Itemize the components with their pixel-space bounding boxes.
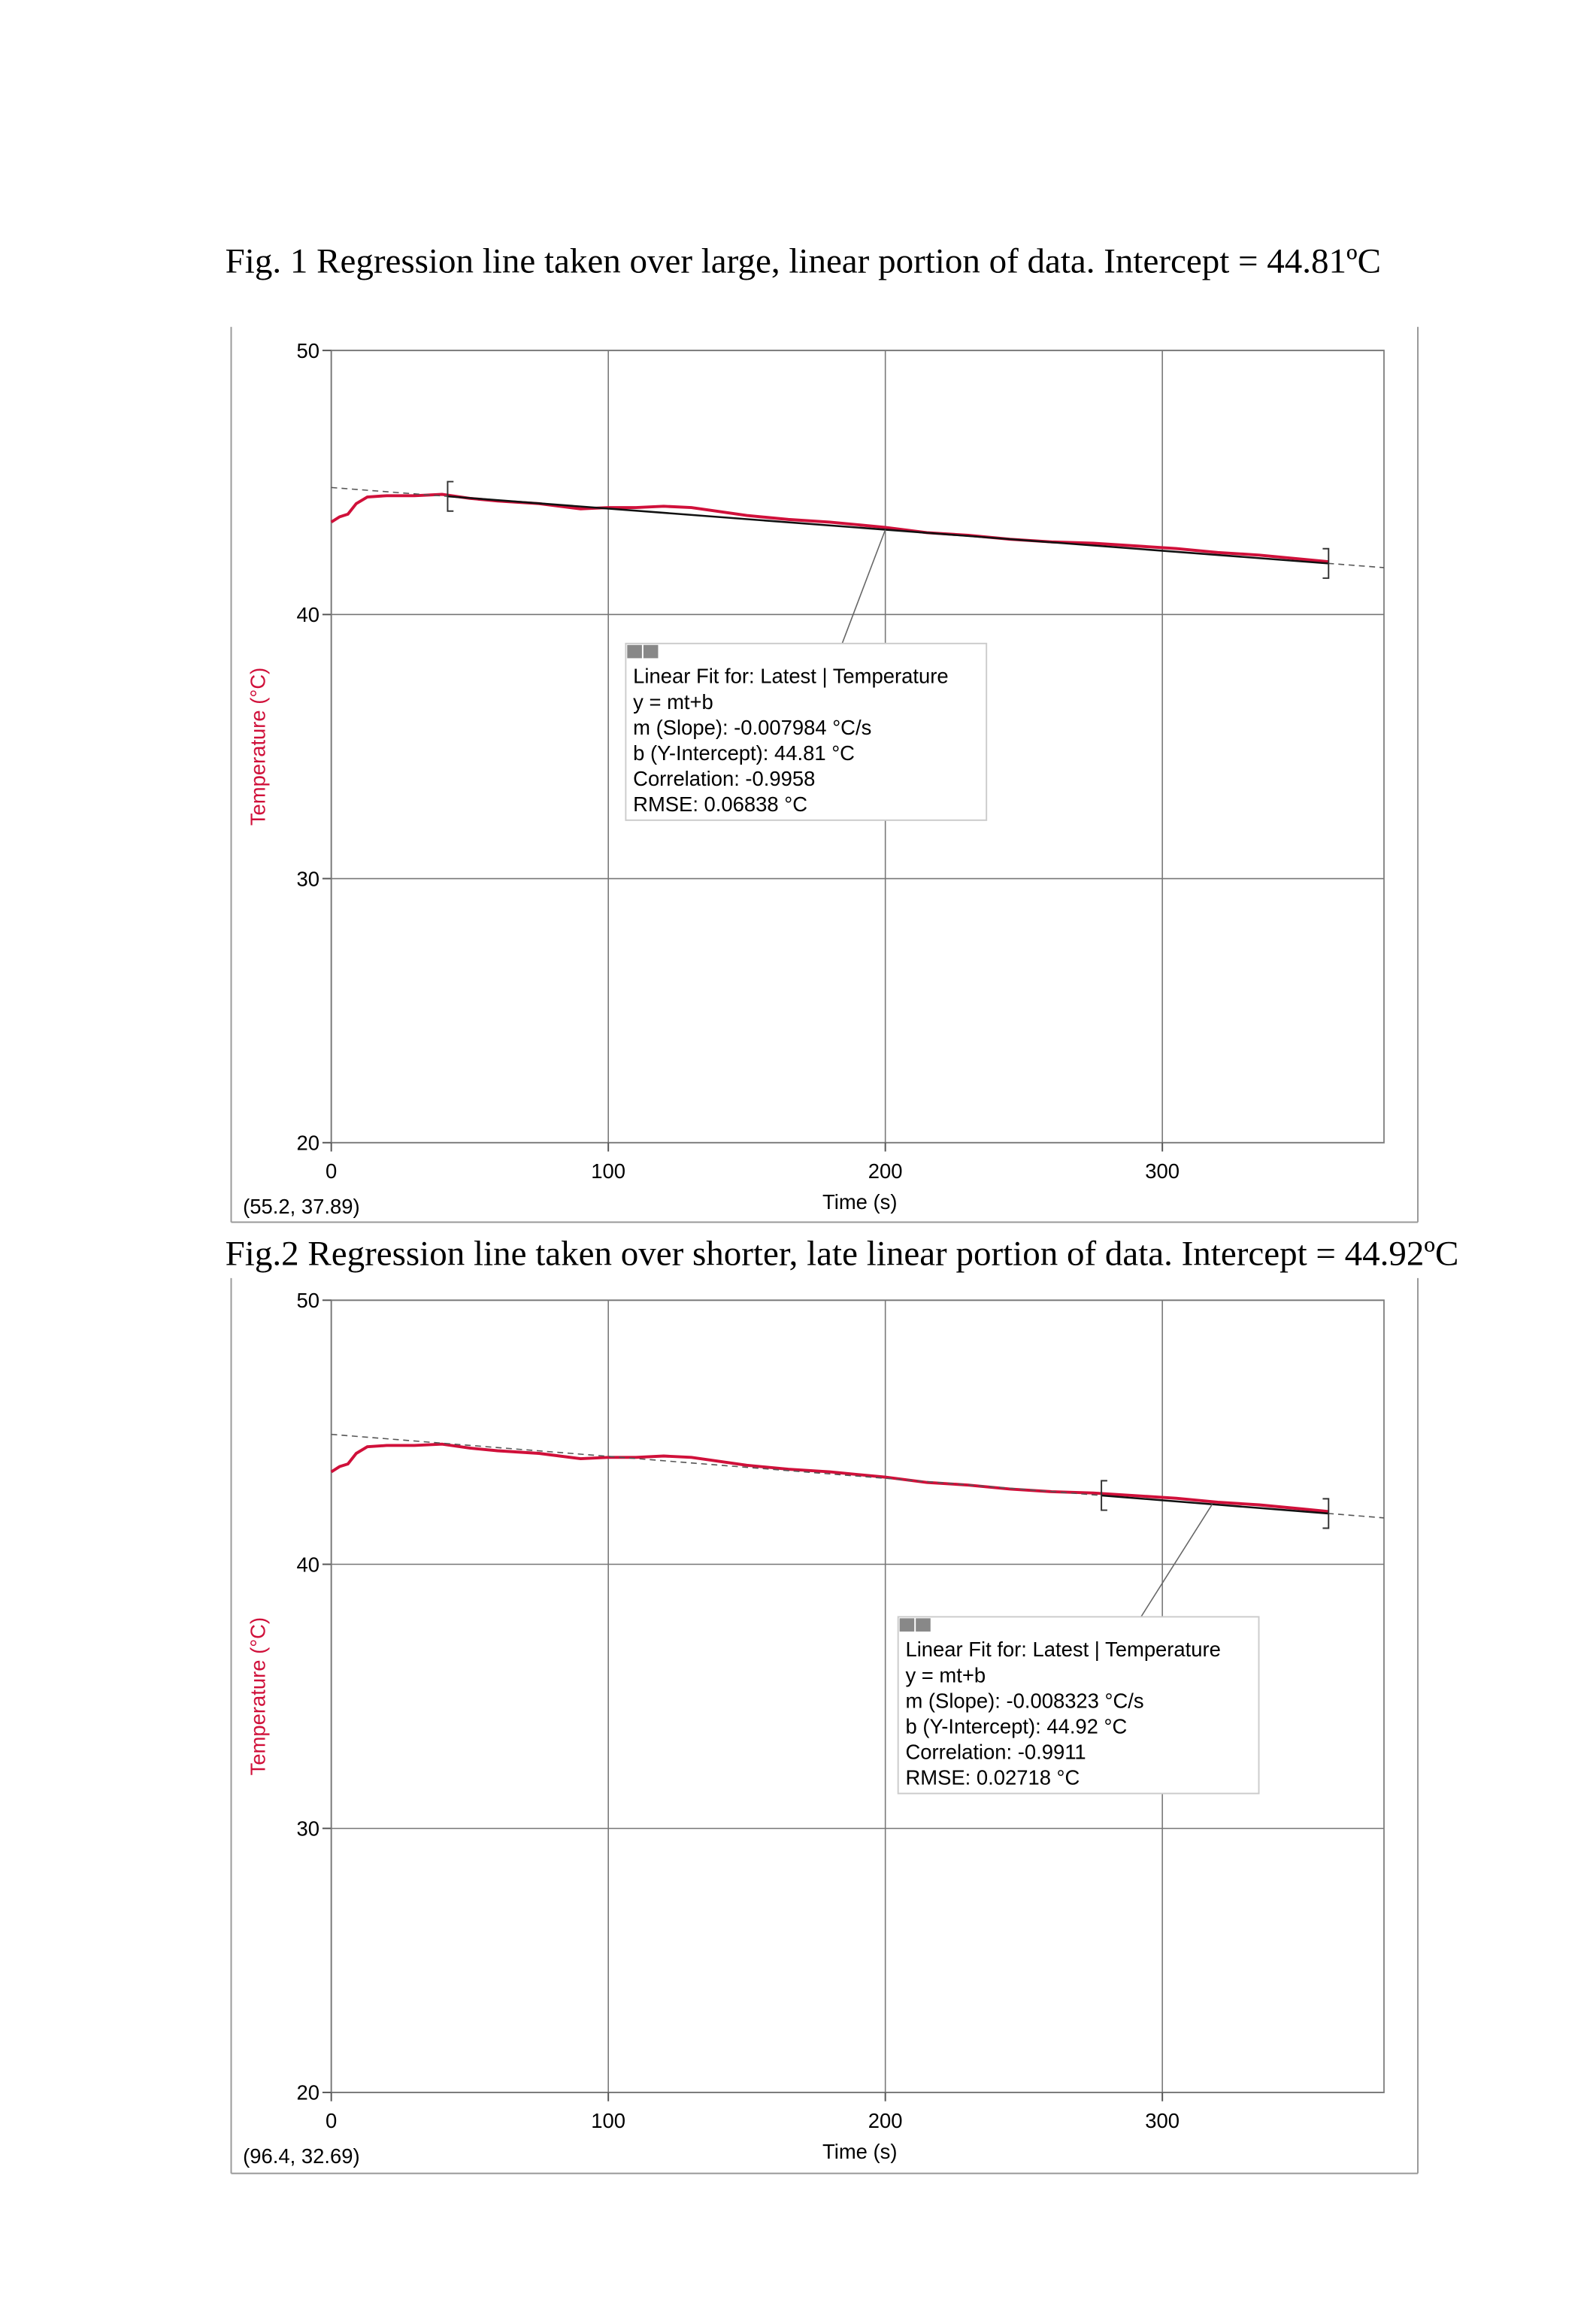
y-tick-label: 50	[297, 1289, 320, 1312]
y-axis-label: Temperature (°C)	[247, 668, 270, 826]
fit-box-line: y = mt+b	[633, 690, 713, 714]
x-axis-label: Time (s)	[822, 1190, 897, 1214]
fit-box-line: RMSE: 0.06838 °C	[633, 792, 807, 816]
fit-line	[1101, 1494, 1329, 1515]
box-icon	[916, 1618, 931, 1632]
data-line	[330, 492, 1329, 564]
fit-box-line: m (Slope): -0.007984 °C/s	[633, 716, 871, 739]
x-axis-label: Time (s)	[822, 2140, 897, 2163]
y-tick-label: 40	[297, 603, 320, 626]
figure-caption: Fig.2 Regression line taken over shorter…	[226, 1234, 1459, 1273]
y-tick-label: 20	[297, 1132, 320, 1155]
range-bracket	[1322, 547, 1330, 579]
fit-line	[447, 495, 1329, 565]
fit-box-line: Linear Fit for: Latest | Temperature	[633, 665, 948, 688]
fit-box-line: m (Slope): -0.008323 °C/s	[905, 1689, 1143, 1712]
fit-box-line: b (Y-Intercept): 44.92 °C	[905, 1714, 1127, 1738]
x-tick-label: 100	[591, 1159, 625, 1183]
y-tick-label: 20	[297, 2081, 320, 2105]
range-bracket	[1322, 1498, 1330, 1529]
y-tick-label: 40	[297, 1553, 320, 1576]
box-icon	[643, 644, 659, 659]
leader-line	[841, 529, 886, 644]
x-tick-label: 300	[1145, 2109, 1180, 2132]
y-tick-label: 30	[297, 867, 320, 890]
figure-caption: Fig. 1 Regression line taken over large,…	[226, 241, 1381, 280]
box-icon	[627, 644, 642, 659]
box-icon	[899, 1618, 915, 1632]
fit-box	[625, 642, 988, 821]
data-line	[330, 1442, 1329, 1514]
cursor-readout: (96.4, 32.69)	[243, 2144, 359, 2168]
y-tick-label: 50	[297, 339, 320, 362]
fit-box-line: RMSE: 0.02718 °C	[905, 1766, 1080, 1789]
fit-box-line: b (Y-Intercept): 44.81 °C	[633, 741, 855, 765]
fit-box-line: y = mt+b	[905, 1663, 986, 1686]
x-tick-label: 100	[591, 2109, 625, 2132]
x-tick-label: 200	[868, 1159, 903, 1183]
fit-box-line: Correlation: -0.9911	[905, 1741, 1086, 1764]
y-tick-label: 30	[297, 1817, 320, 1841]
x-tick-label: 300	[1145, 1159, 1180, 1183]
leader-line	[1140, 1504, 1213, 1617]
x-tick-label: 200	[868, 2109, 903, 2132]
fit-box-line: Correlation: -0.9958	[633, 767, 815, 790]
range-bracket	[1101, 1480, 1107, 1511]
cursor-readout: (55.2, 37.89)	[243, 1195, 359, 1218]
fit-box-line: Linear Fit for: Latest | Temperature	[905, 1638, 1220, 1661]
y-axis-label: Temperature (°C)	[247, 1617, 270, 1775]
fit-box	[897, 1616, 1260, 1795]
x-tick-label: 0	[326, 1159, 337, 1183]
x-tick-label: 0	[326, 2109, 337, 2132]
range-bracket	[447, 480, 454, 512]
